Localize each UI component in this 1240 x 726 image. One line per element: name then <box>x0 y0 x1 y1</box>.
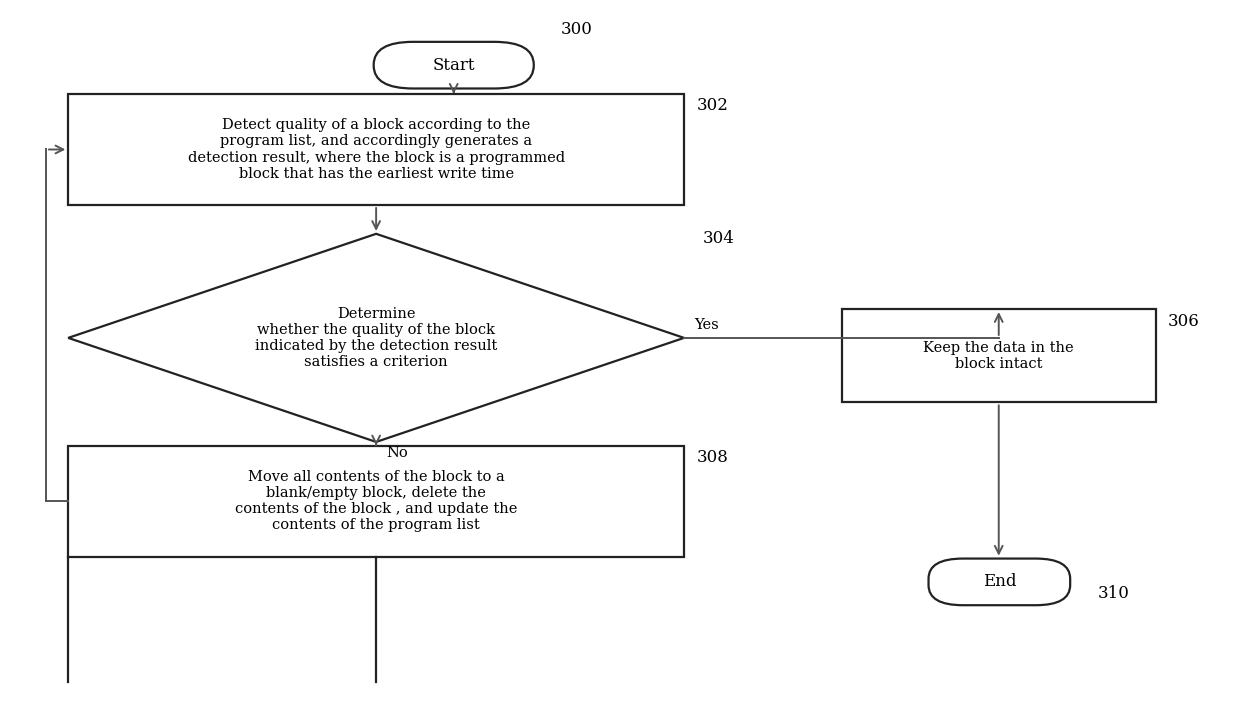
Text: 300: 300 <box>560 21 593 38</box>
Text: 306: 306 <box>1168 313 1200 330</box>
Text: Keep the data in the
block intact: Keep the data in the block intact <box>924 340 1074 371</box>
Text: 308: 308 <box>697 449 728 466</box>
Text: 310: 310 <box>1097 584 1130 602</box>
Text: 302: 302 <box>697 97 728 115</box>
Text: Start: Start <box>433 57 475 73</box>
Text: Yes: Yes <box>694 318 719 332</box>
Text: 304: 304 <box>703 230 734 248</box>
Text: Determine
whether the quality of the block
indicated by the detection result
sat: Determine whether the quality of the blo… <box>255 306 497 370</box>
FancyBboxPatch shape <box>929 558 1070 605</box>
Bar <box>842 309 1156 402</box>
Polygon shape <box>68 234 684 442</box>
FancyBboxPatch shape <box>373 42 533 89</box>
Text: Move all contents of the block to a
blank/empty block, delete the
contents of th: Move all contents of the block to a blan… <box>234 470 517 532</box>
Text: No: No <box>386 446 408 460</box>
Text: Detect quality of a block according to the
program list, and accordingly generat: Detect quality of a block according to t… <box>187 118 564 181</box>
Text: End: End <box>982 574 1016 590</box>
Bar <box>68 94 684 205</box>
Bar <box>68 446 684 557</box>
